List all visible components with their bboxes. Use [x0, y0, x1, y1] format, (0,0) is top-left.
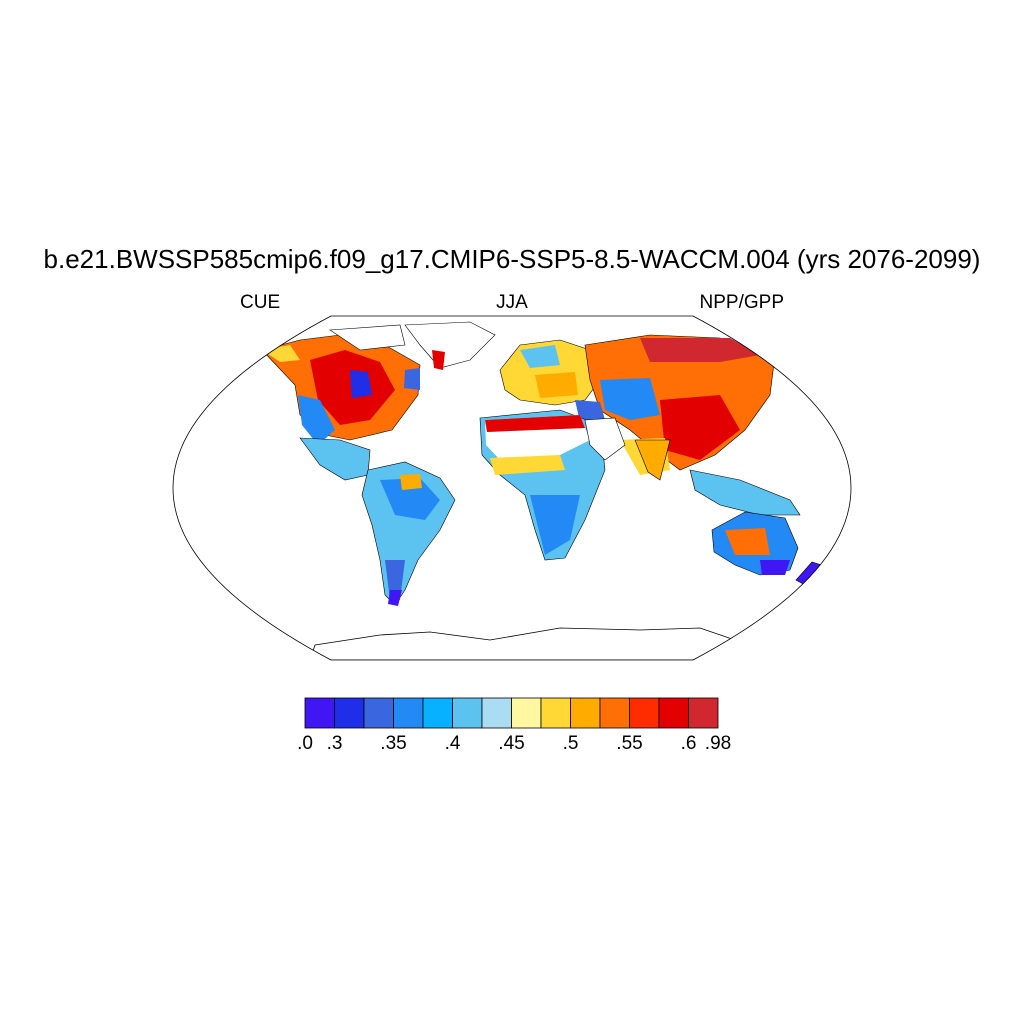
colorbar [304, 697, 719, 729]
colorbar-tick-label: .35 [380, 733, 407, 754]
colorbar-swatch [393, 697, 424, 729]
colorbar-swatch [599, 697, 630, 729]
australia [711, 511, 799, 576]
new-zealand [795, 561, 826, 586]
india [634, 439, 671, 481]
colorbar-tick-label: .5 [562, 733, 579, 754]
arctic-islands [329, 324, 406, 351]
world-map [261, 321, 826, 660]
colorbar-tick-label: .98 [704, 733, 732, 754]
greenland [404, 321, 496, 369]
subtitle-left: CUE [240, 292, 281, 313]
asia [575, 334, 776, 475]
subtitle-right: NPP/GPP [699, 292, 784, 313]
colorbar-swatch [363, 697, 394, 729]
colorbar-swatch [422, 697, 453, 729]
antarctica [309, 627, 741, 660]
colorbar-tick-label: .4 [444, 733, 461, 754]
north-america [261, 334, 421, 481]
colorbar-swatch [658, 697, 689, 729]
colorbar-tick-label: .55 [616, 733, 643, 754]
colorbar-swatch [688, 697, 719, 729]
europe [499, 339, 601, 406]
colorbar-swatch [481, 697, 512, 729]
colorbar-tick-label: .45 [498, 733, 525, 754]
colorbar-swatch [570, 697, 601, 729]
colorbar-swatch [452, 697, 483, 729]
colorbar-tick-label: .0 [297, 733, 313, 754]
subtitle-center: JJA [496, 292, 528, 313]
colorbar-swatch [334, 697, 365, 729]
colorbar-swatch [540, 697, 571, 729]
colorbar-tick-label: .3 [326, 733, 343, 754]
map-border [172, 315, 852, 661]
colorbar-swatch [304, 697, 335, 729]
colorbar-tick-label: .6 [680, 733, 697, 754]
colorbar-swatch [511, 697, 542, 729]
south-america [361, 461, 456, 606]
southeast-asia [689, 469, 801, 516]
africa [479, 409, 606, 561]
plot-title: b.e21.BWSSP585cmip6.f09_g17.CMIP6-SSP5-8… [43, 244, 981, 274]
colorbar-swatch [629, 697, 660, 729]
arabia [584, 417, 626, 461]
